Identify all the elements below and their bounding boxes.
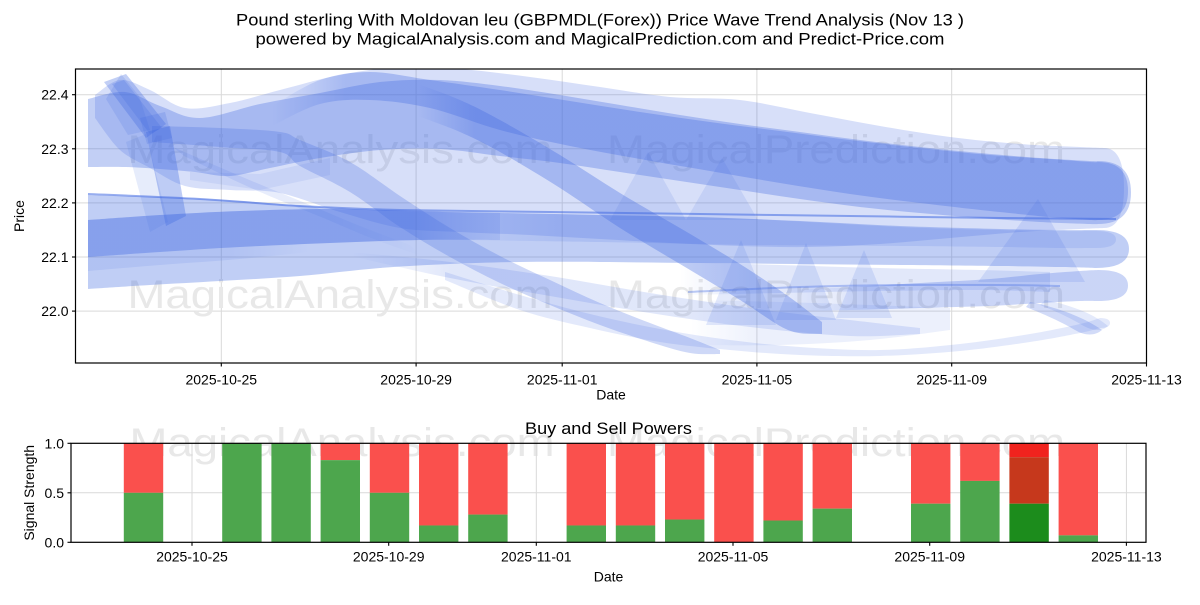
svg-text:powered by MagicalAnalysis.com: powered by MagicalAnalysis.com and Magic… <box>256 30 945 49</box>
svg-text:0.5: 0.5 <box>45 485 65 501</box>
svg-text:2025-10-25: 2025-10-25 <box>156 549 228 565</box>
svg-text:2025-11-05: 2025-11-05 <box>698 549 769 565</box>
svg-text:Signal Strength: Signal Strength <box>21 445 37 541</box>
svg-text:2025-10-29: 2025-10-29 <box>353 549 425 565</box>
svg-text:2025-11-05: 2025-11-05 <box>722 371 793 387</box>
svg-text:2025-11-01: 2025-11-01 <box>527 371 598 387</box>
svg-text:2025-11-09: 2025-11-09 <box>894 549 965 565</box>
svg-text:Pound sterling With Moldovan l: Pound sterling With Moldovan leu (GBPMDL… <box>236 11 964 30</box>
svg-text:Buy and Sell Powers: Buy and Sell Powers <box>525 419 692 438</box>
svg-text:2025-11-13: 2025-11-13 <box>1091 549 1162 565</box>
svg-text:2025-11-13: 2025-11-13 <box>1111 371 1182 387</box>
svg-text:Date: Date <box>594 569 624 585</box>
svg-text:Price: Price <box>11 200 27 232</box>
svg-text:1.0: 1.0 <box>45 435 65 451</box>
svg-text:22.4: 22.4 <box>41 87 68 103</box>
svg-text:22.0: 22.0 <box>41 303 68 319</box>
svg-text:Date: Date <box>596 387 626 403</box>
svg-text:2025-10-25: 2025-10-25 <box>185 371 257 387</box>
svg-text:0.0: 0.0 <box>45 534 65 550</box>
svg-text:22.2: 22.2 <box>41 195 68 211</box>
svg-text:2025-10-29: 2025-10-29 <box>380 371 452 387</box>
svg-text:22.3: 22.3 <box>41 141 68 157</box>
svg-text:2025-11-01: 2025-11-01 <box>501 549 572 565</box>
svg-text:2025-11-09: 2025-11-09 <box>916 371 987 387</box>
svg-text:22.1: 22.1 <box>41 249 68 265</box>
